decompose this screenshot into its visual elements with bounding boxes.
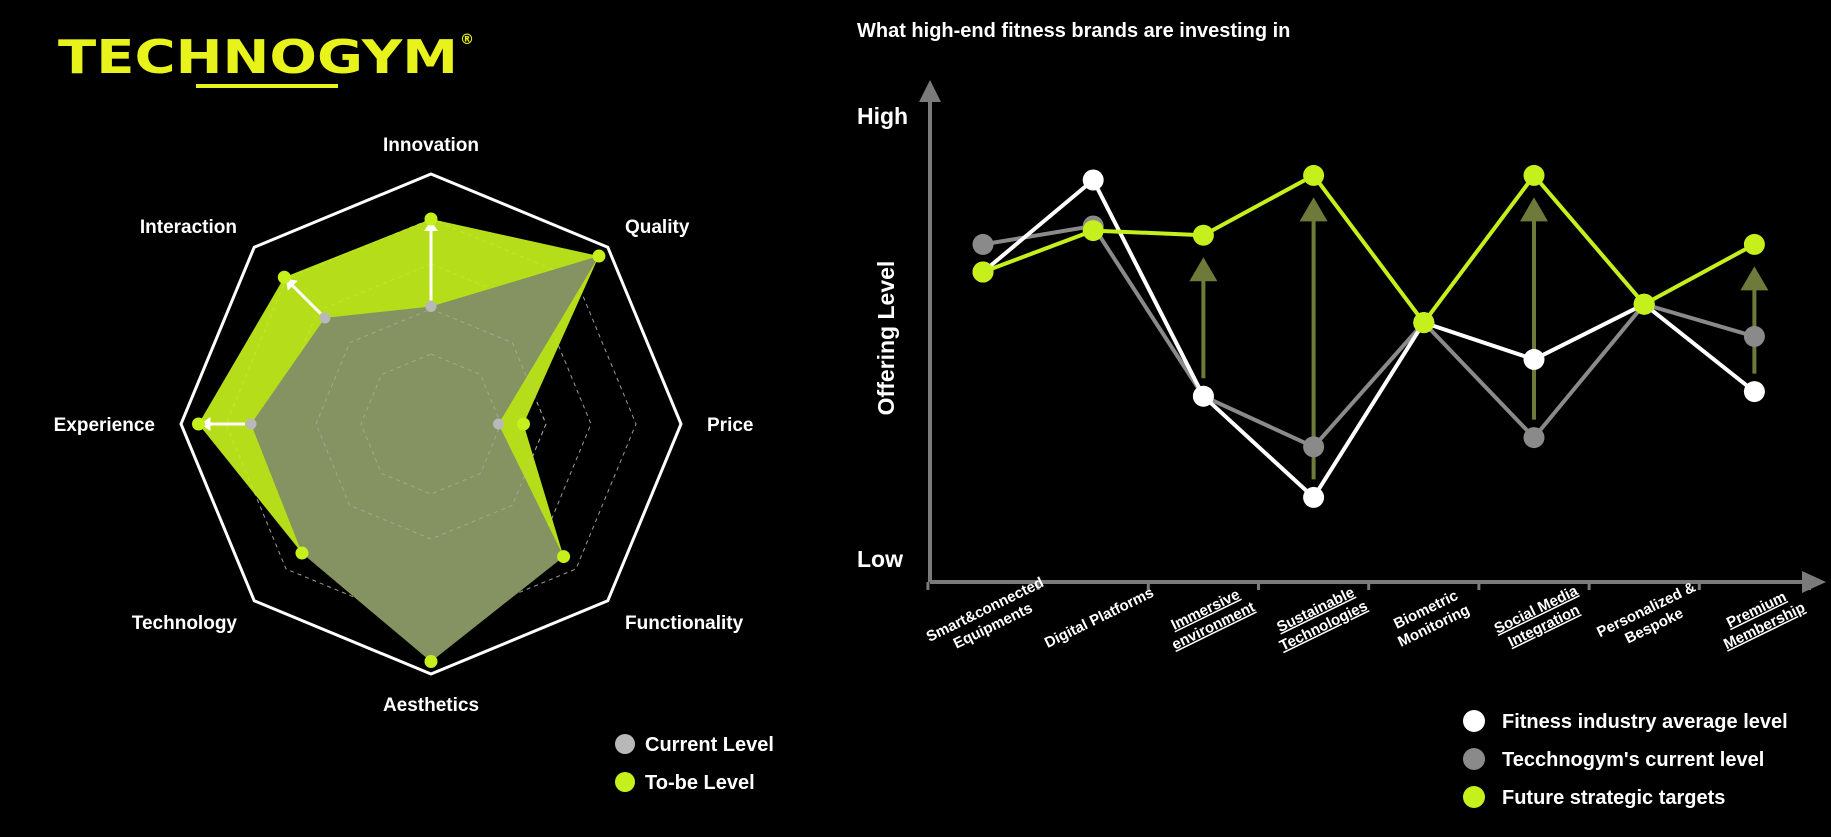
radar-axis-label-quality: Quality	[625, 217, 690, 238]
line-chart-title: What high-end fitness brands are investi…	[857, 20, 1290, 42]
x-category-label-group: Digital Platforms	[1042, 584, 1157, 652]
industry-average-point	[1743, 381, 1765, 403]
technogym-logo: TECHNOGYM ®	[58, 30, 474, 88]
radar-point-current	[425, 301, 437, 312]
line-legend-swatch	[1463, 710, 1485, 732]
industry-average-point	[1523, 348, 1545, 370]
future-targets-point	[1523, 164, 1545, 186]
future-targets-point	[1743, 233, 1765, 255]
y-tick-high: High	[857, 103, 908, 129]
technogym-current-point	[1523, 427, 1545, 449]
technogym-current-line	[982, 224, 1755, 449]
radar-legend-swatch	[615, 772, 635, 792]
radar-point-current	[245, 418, 257, 430]
radar-point-to-be	[592, 249, 606, 263]
x-category-label: Digital Platforms	[1042, 584, 1157, 652]
future-targets-point	[1413, 312, 1435, 334]
radar-point-to-be	[295, 546, 309, 560]
x-axis-arrow-head	[1802, 571, 1826, 593]
radar-point-to-be	[557, 550, 571, 564]
radar-point-current	[493, 418, 504, 430]
future-targets-line	[982, 173, 1756, 325]
technogym-current-point	[1743, 325, 1765, 347]
industry-average-point	[1303, 486, 1325, 508]
y-axis-arrow-head	[919, 80, 941, 102]
line-chart: High Low Offering Level Smart&connectedEqui…	[857, 80, 1826, 809]
radar-axis-label-functionality: Functionality	[625, 613, 744, 634]
radar-axis-label-aesthetics: Aesthetics	[383, 695, 479, 716]
line-legend-swatch	[1463, 748, 1485, 770]
future-targets-point	[1633, 293, 1655, 315]
radar-axis-label-technology: Technology	[132, 613, 238, 634]
radar-outer-frame	[179, 172, 683, 676]
radar-arrow-head	[424, 221, 438, 231]
brand-logo-text: TECHNOGYM	[58, 30, 458, 84]
radar-inner-ring	[315, 308, 547, 540]
radar-area-current	[251, 256, 599, 662]
investment-arrow-head	[1189, 257, 1218, 282]
radar-point-to-be	[424, 212, 438, 226]
future-targets-point	[1082, 220, 1104, 242]
technogym-current-point	[972, 233, 994, 255]
radar-arrow-head	[200, 417, 211, 431]
radar-axis-label-innovation: Innovation	[383, 135, 479, 156]
technogym-current-point	[1303, 436, 1325, 458]
line-legend-label: Future strategic targets	[1502, 787, 1725, 809]
investment-arrow-head	[1299, 197, 1328, 222]
y-axis-label: Offering Level	[873, 261, 899, 416]
radar-point-to-be	[277, 270, 291, 284]
radar-point-to-be	[424, 655, 438, 668]
radar-point-to-be	[192, 417, 205, 431]
radar-axis-label-price: Price	[707, 415, 753, 436]
line-legend-label: Fitness industry average level	[1502, 711, 1788, 733]
radar-legend-label: Current Level	[645, 734, 774, 756]
radar-axis-label-experience: Experience	[54, 415, 155, 436]
investment-arrow-head	[1740, 266, 1769, 291]
industry-average-line	[981, 178, 1756, 500]
radar-point-to-be	[517, 417, 530, 431]
radar-legend-swatch	[615, 734, 635, 754]
registered-mark: ®	[460, 32, 474, 48]
radar-point-current	[319, 312, 331, 324]
industry-average-point	[1192, 385, 1214, 407]
line-legend-label: Tecchnogym's current level	[1502, 749, 1764, 771]
investment-arrow-head	[1520, 197, 1548, 222]
line-legend-swatch	[1463, 786, 1485, 808]
radar-improvement-arrow	[291, 284, 322, 315]
future-targets-point	[972, 261, 994, 283]
x-category-label-group: Personalized &Bespoke	[1594, 579, 1698, 648]
radar-axis-label-interaction: Interaction	[140, 217, 237, 238]
radar-legend-label: To-be Level	[645, 772, 755, 794]
future-targets-point	[1303, 164, 1325, 186]
y-tick-low: Low	[857, 546, 903, 572]
radar-chart: Innovation Quality Price Functionality Aesth…	[54, 135, 774, 794]
industry-average-point	[1082, 169, 1104, 191]
future-targets-point	[1192, 224, 1214, 246]
